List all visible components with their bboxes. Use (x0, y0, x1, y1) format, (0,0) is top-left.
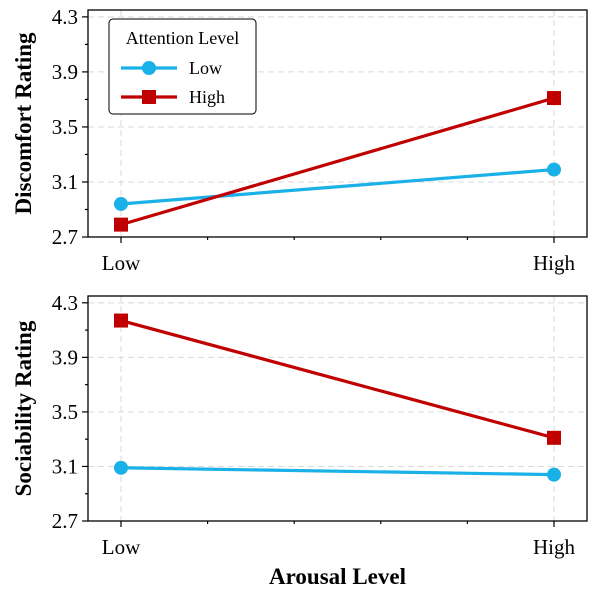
plot-frame (87, 295, 588, 522)
legend-label: High (189, 87, 225, 107)
y-tick-label: 3.5 (52, 115, 78, 139)
y-tick-label: 3.9 (52, 60, 78, 84)
data-point-circle (547, 162, 561, 177)
y-tick-label: 3.1 (52, 170, 78, 194)
y-tick-label: 2.7 (52, 225, 78, 249)
series-high-attention (114, 91, 561, 232)
legend-label: Low (189, 58, 222, 78)
x-axis-title: Arousal Level (269, 564, 406, 588)
data-point-circle (114, 196, 128, 211)
x-tick-label: Low (102, 251, 141, 275)
data-point-circle (547, 467, 561, 482)
series-line (120, 319, 555, 440)
legend: Attention Level Low High (108, 18, 257, 115)
y-axis-title: Discomfort Rating (11, 32, 36, 215)
series-line (120, 466, 555, 477)
data-point-circle (114, 460, 128, 475)
y-tick-label: 4.3 (52, 5, 78, 29)
series-low-attention (114, 460, 561, 482)
chart-panel-2: 2.7 3.1 3.5 3.9 4.3 Low High Sociability Rating… (11, 291, 588, 589)
legend-marker-circle (142, 61, 156, 75)
series-line (120, 96, 555, 227)
y-tick-label: 3.5 (52, 400, 78, 424)
series-low-attention (114, 162, 561, 211)
legend-title: Attention Level (126, 28, 239, 48)
chart-panel-1: 2.7 3.1 3.5 3.9 4.3 Low High Discomfort Rating A… (11, 5, 588, 275)
y-tick-label: 3.9 (52, 345, 78, 369)
legend-item-low: Low (121, 58, 222, 78)
series-high-attention (114, 313, 561, 445)
plot-frame (87, 9, 588, 238)
y-axis-title: Sociability Rating (11, 320, 36, 496)
data-point-square (547, 430, 561, 445)
legend-item-high: High (121, 87, 225, 107)
y-tick-label: 3.1 (52, 454, 78, 478)
data-point-square (547, 91, 561, 106)
x-tick-label: Low (102, 535, 141, 559)
data-point-square (114, 313, 128, 328)
data-point-square (114, 217, 128, 232)
y-tick-label: 2.7 (52, 509, 78, 533)
x-tick-label: High (533, 535, 576, 559)
x-tick-label: High (533, 251, 576, 275)
legend-marker-square (142, 90, 156, 104)
series-line (120, 167, 555, 206)
y-tick-label: 4.3 (52, 291, 78, 315)
